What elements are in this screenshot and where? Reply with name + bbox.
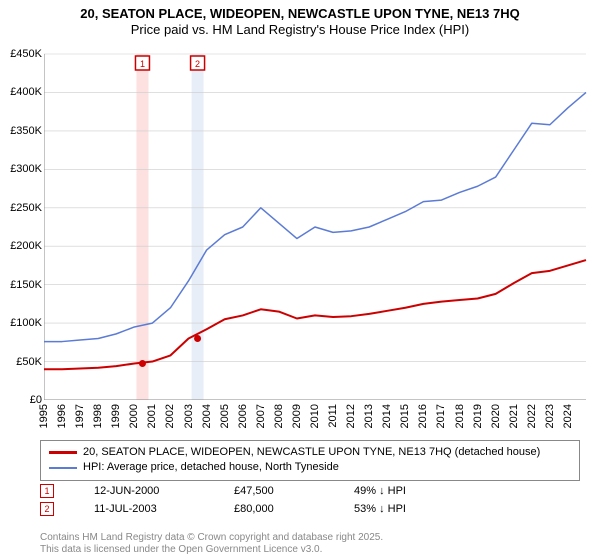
marker-dot <box>139 360 146 367</box>
footer-attribution: Contains HM Land Registry data © Crown c… <box>40 532 383 556</box>
xtick-label: 1995 <box>38 404 50 428</box>
ytick-label: £150K <box>4 279 42 291</box>
legend-swatch-property <box>49 451 77 454</box>
xtick-label: 2019 <box>472 404 484 428</box>
xtick-label: 2012 <box>345 404 357 428</box>
ytick-label: £250K <box>4 202 42 214</box>
transaction-date: 11-JUL-2003 <box>94 503 194 515</box>
xtick-label: 2016 <box>417 404 429 428</box>
ytick-label: £350K <box>4 125 42 137</box>
legend-row-hpi: HPI: Average price, detached house, Nort… <box>49 460 571 475</box>
ytick-label: £400K <box>4 86 42 98</box>
xtick-label: 1996 <box>56 404 68 428</box>
ytick-label: £200K <box>4 240 42 252</box>
legend-label-property: 20, SEATON PLACE, WIDEOPEN, NEWCASTLE UP… <box>83 445 540 460</box>
xtick-label: 2020 <box>490 404 502 428</box>
xtick-label: 1998 <box>92 404 104 428</box>
transaction-marker: 2 <box>40 502 54 516</box>
xtick-label: 2004 <box>201 404 213 428</box>
legend-row-property: 20, SEATON PLACE, WIDEOPEN, NEWCASTLE UP… <box>49 445 571 460</box>
footer-line2: This data is licensed under the Open Gov… <box>40 544 383 556</box>
xtick-label: 2014 <box>381 404 393 428</box>
xtick-label: 2017 <box>435 404 447 428</box>
transaction-row: 1 12-JUN-2000 £47,500 49% ↓ HPI <box>40 482 580 500</box>
xtick-label: 2005 <box>219 404 231 428</box>
ytick-label: £0 <box>4 394 42 406</box>
xtick-label: 2021 <box>508 404 520 428</box>
transaction-list: 1 12-JUN-2000 £47,500 49% ↓ HPI 2 11-JUL-2003… <box>40 482 580 518</box>
legend-swatch-hpi <box>49 467 77 469</box>
transaction-date: 12-JUN-2000 <box>94 485 194 497</box>
transaction-row: 2 11-JUL-2003 £80,000 53% ↓ HPI <box>40 500 580 518</box>
transaction-price: £80,000 <box>234 503 314 515</box>
xtick-label: 1999 <box>110 404 122 428</box>
xtick-label: 2001 <box>146 404 158 428</box>
xtick-label: 2024 <box>562 404 574 428</box>
chart-container: 20, SEATON PLACE, WIDEOPEN, NEWCASTLE UP… <box>0 0 600 560</box>
chart-plot-area: 12 <box>44 50 592 400</box>
transaction-price: £47,500 <box>234 485 314 497</box>
marker-dot <box>194 335 201 342</box>
transaction-marker: 1 <box>40 484 54 498</box>
marker-band <box>136 54 148 400</box>
legend-label-hpi: HPI: Average price, detached house, Nort… <box>83 460 339 475</box>
xtick-label: 2022 <box>526 404 538 428</box>
ytick-label: £450K <box>4 48 42 60</box>
series-hpi <box>44 92 586 341</box>
xtick-label: 2006 <box>237 404 249 428</box>
xtick-label: 2009 <box>291 404 303 428</box>
xtick-label: 1997 <box>74 404 86 428</box>
svg-text:1: 1 <box>140 59 145 69</box>
series-property <box>44 260 586 369</box>
xtick-label: 2010 <box>309 404 321 428</box>
transaction-diff: 49% ↓ HPI <box>354 485 454 497</box>
ytick-label: £50K <box>4 356 42 368</box>
chart-svg: 12 <box>44 50 592 400</box>
transaction-diff: 53% ↓ HPI <box>354 503 454 515</box>
svg-text:2: 2 <box>195 59 200 69</box>
xtick-label: 2023 <box>544 404 556 428</box>
xtick-label: 2000 <box>128 404 140 428</box>
ytick-label: £300K <box>4 163 42 175</box>
xtick-label: 2013 <box>363 404 375 428</box>
chart-title-line2: Price paid vs. HM Land Registry's House … <box>0 22 600 41</box>
ytick-label: £100K <box>4 317 42 329</box>
xtick-label: 2011 <box>327 404 339 428</box>
chart-title-line1: 20, SEATON PLACE, WIDEOPEN, NEWCASTLE UP… <box>0 0 600 22</box>
marker-band <box>192 54 204 400</box>
xtick-label: 2008 <box>273 404 285 428</box>
xtick-label: 2003 <box>183 404 195 428</box>
xtick-label: 2002 <box>164 404 176 428</box>
chart-legend: 20, SEATON PLACE, WIDEOPEN, NEWCASTLE UP… <box>40 440 580 481</box>
xtick-label: 2015 <box>399 404 411 428</box>
xtick-label: 2018 <box>454 404 466 428</box>
xtick-label: 2007 <box>255 404 267 428</box>
footer-line1: Contains HM Land Registry data © Crown c… <box>40 532 383 544</box>
